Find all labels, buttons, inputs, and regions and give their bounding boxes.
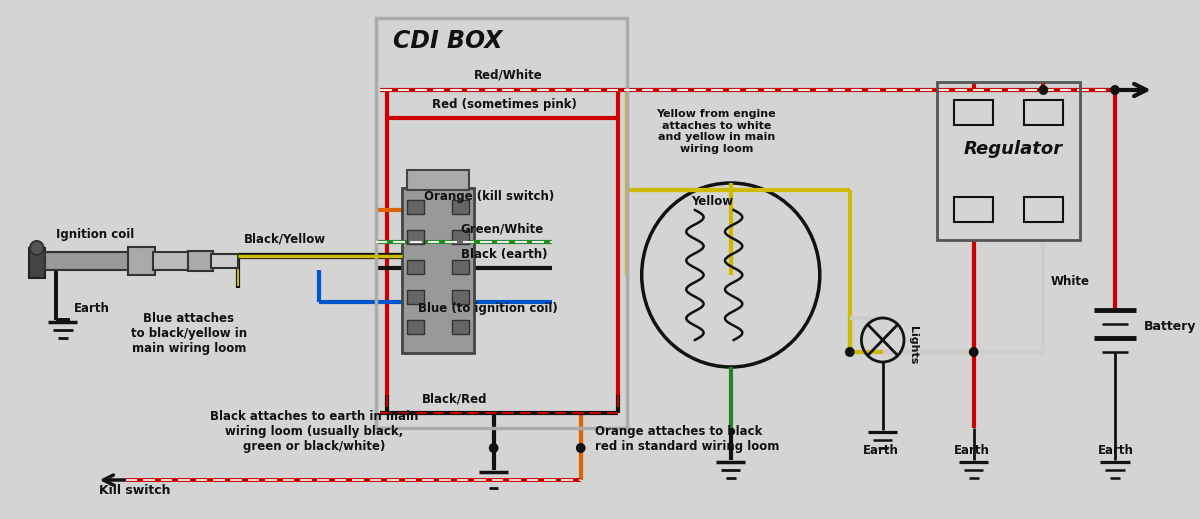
Text: Orange attaches to black
red in standard wiring loom: Orange attaches to black red in standard… bbox=[595, 425, 780, 453]
Bar bbox=[452, 290, 469, 304]
Text: Orange (kill switch): Orange (kill switch) bbox=[424, 190, 554, 203]
Text: Yellow from engine
attaches to white
and yellow in main
wiring loom: Yellow from engine attaches to white and… bbox=[656, 109, 776, 154]
Bar bbox=[407, 170, 469, 190]
Bar bbox=[407, 230, 424, 244]
Text: Red (sometimes pink): Red (sometimes pink) bbox=[432, 98, 576, 111]
Bar bbox=[954, 197, 994, 222]
Text: White: White bbox=[1051, 275, 1090, 288]
Bar bbox=[1024, 197, 1063, 222]
Bar bbox=[407, 200, 424, 214]
Bar bbox=[452, 320, 469, 334]
Circle shape bbox=[845, 347, 854, 357]
Bar bbox=[954, 100, 994, 125]
Bar bbox=[44, 252, 130, 270]
Text: Earth: Earth bbox=[1098, 444, 1134, 457]
Text: Red/White: Red/White bbox=[474, 68, 544, 81]
Bar bbox=[452, 260, 469, 274]
Bar bbox=[127, 247, 155, 275]
Text: Black attaches to earth in main
wiring loom (usually black,
green or black/white: Black attaches to earth in main wiring l… bbox=[210, 410, 419, 453]
Bar bbox=[407, 320, 424, 334]
Text: Battery: Battery bbox=[1144, 320, 1196, 333]
Text: Black/Red: Black/Red bbox=[422, 392, 487, 405]
Text: Kill switch: Kill switch bbox=[98, 484, 170, 497]
Text: Earth: Earth bbox=[73, 302, 109, 315]
Bar bbox=[402, 188, 474, 353]
Circle shape bbox=[488, 443, 498, 453]
Bar bbox=[187, 251, 212, 271]
Text: Lights: Lights bbox=[908, 326, 918, 364]
Text: Green/White: Green/White bbox=[461, 222, 544, 235]
Bar bbox=[452, 200, 469, 214]
Text: Blue (to ignition coil): Blue (to ignition coil) bbox=[418, 302, 558, 315]
Circle shape bbox=[576, 443, 586, 453]
Bar bbox=[29, 248, 44, 278]
Bar bbox=[376, 18, 628, 428]
Text: CDI BOX: CDI BOX bbox=[392, 29, 503, 53]
Bar bbox=[407, 260, 424, 274]
Bar bbox=[211, 254, 238, 268]
Bar bbox=[1024, 100, 1063, 125]
Bar bbox=[152, 252, 190, 270]
Circle shape bbox=[1038, 85, 1049, 95]
Text: Ignition coil: Ignition coil bbox=[56, 228, 134, 241]
Circle shape bbox=[30, 241, 43, 255]
Text: Regulator: Regulator bbox=[964, 140, 1063, 158]
Text: Black (earth): Black (earth) bbox=[461, 248, 547, 261]
Text: Earth: Earth bbox=[863, 444, 899, 457]
Text: Yellow: Yellow bbox=[691, 195, 733, 208]
Text: Blue attaches
to black/yellow in
main wiring loom: Blue attaches to black/yellow in main wi… bbox=[131, 312, 247, 355]
Bar bbox=[452, 230, 469, 244]
Text: Earth: Earth bbox=[954, 444, 990, 457]
Bar bbox=[937, 82, 1080, 240]
Text: Black/Yellow: Black/Yellow bbox=[244, 232, 326, 245]
Circle shape bbox=[1110, 85, 1120, 95]
Bar bbox=[407, 290, 424, 304]
Circle shape bbox=[968, 347, 978, 357]
